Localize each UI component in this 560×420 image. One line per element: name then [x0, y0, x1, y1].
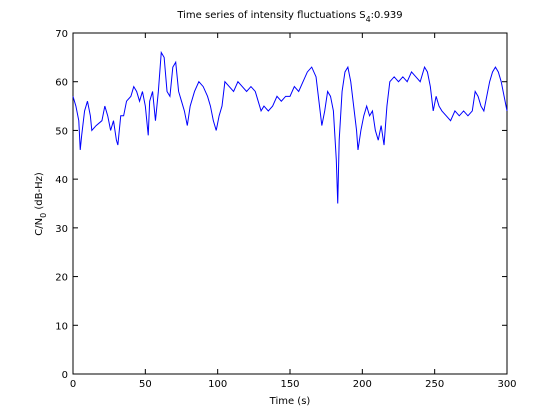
ylabel-text: (dB-Hz) [34, 172, 45, 213]
title-text: :0.939 [371, 10, 403, 21]
ylabel-text: C/N [34, 218, 45, 236]
y-tick-label: 40 [55, 175, 68, 186]
y-tick-label: 70 [55, 29, 68, 40]
y-tick-label: 50 [55, 126, 68, 137]
x-tick-label: 100 [208, 379, 227, 390]
x-tick-label: 300 [497, 379, 516, 390]
ylabel-subscript: 0 [39, 213, 48, 218]
y-tick-label: 0 [62, 370, 68, 381]
x-tick-label: 50 [139, 379, 152, 390]
title-subscript: 4 [366, 15, 371, 24]
y-axis-label: C/N0 (dB-Hz) [34, 172, 48, 236]
chart-title: Time series of intensity fluctuations S4… [176, 10, 402, 24]
x-tick-label: 200 [353, 379, 372, 390]
x-tick-label: 0 [70, 379, 76, 390]
data-line [72, 50, 508, 204]
y-tick-label: 60 [55, 78, 68, 89]
y-tick-label: 10 [55, 321, 68, 332]
plot-area [72, 32, 508, 375]
x-tick-label: 250 [425, 379, 444, 390]
y-tick-label: 30 [55, 224, 68, 235]
title-text: Time series of intensity fluctuations S [176, 10, 365, 21]
y-tick-label: 20 [55, 273, 68, 284]
x-axis-label: Time (s) [269, 396, 311, 407]
x-tick-label: 150 [280, 379, 299, 390]
